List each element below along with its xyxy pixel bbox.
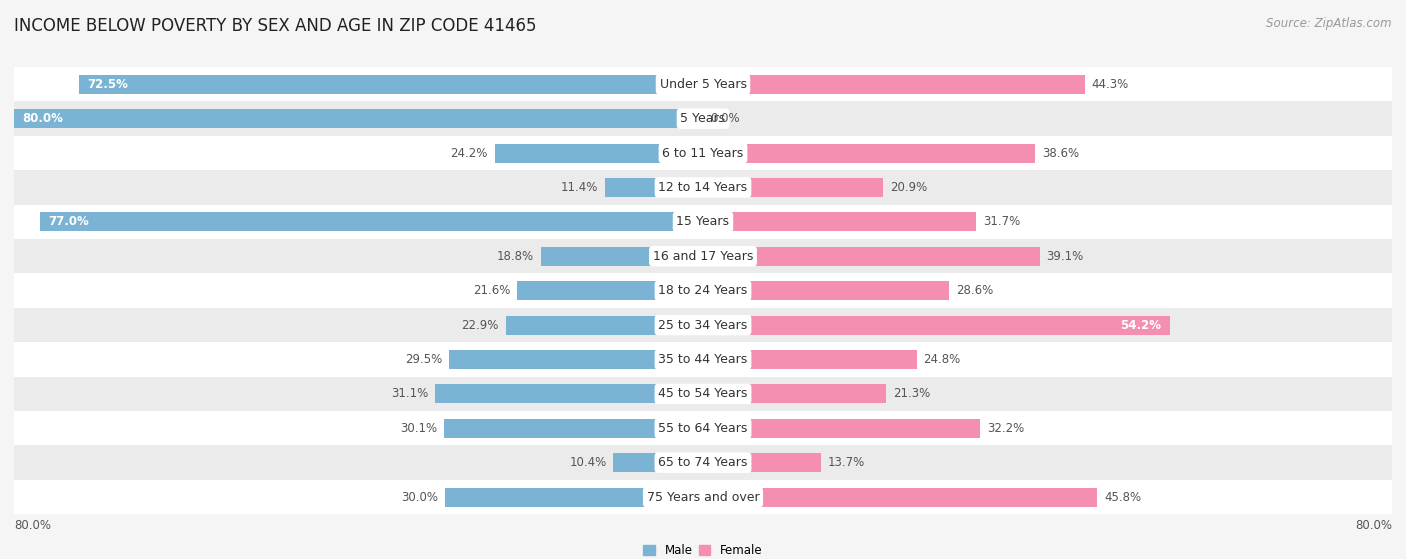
Text: 16 and 17 Years: 16 and 17 Years xyxy=(652,250,754,263)
Text: 25 to 34 Years: 25 to 34 Years xyxy=(658,319,748,331)
Text: 45.8%: 45.8% xyxy=(1104,491,1142,504)
Text: 24.8%: 24.8% xyxy=(924,353,960,366)
Text: 39.1%: 39.1% xyxy=(1046,250,1084,263)
Text: 54.2%: 54.2% xyxy=(1121,319,1161,331)
Bar xyxy=(703,281,949,300)
Bar xyxy=(541,247,703,266)
Text: 12 to 14 Years: 12 to 14 Years xyxy=(658,181,748,194)
Bar xyxy=(444,419,703,438)
Bar xyxy=(449,350,703,369)
Text: 77.0%: 77.0% xyxy=(48,215,89,229)
Text: 21.3%: 21.3% xyxy=(893,387,931,400)
Bar xyxy=(79,75,703,94)
Text: 22.9%: 22.9% xyxy=(461,319,499,331)
Text: 18.8%: 18.8% xyxy=(498,250,534,263)
Bar xyxy=(506,316,703,334)
Text: 6 to 11 Years: 6 to 11 Years xyxy=(662,146,744,159)
Text: 0.0%: 0.0% xyxy=(710,112,740,125)
Text: 21.6%: 21.6% xyxy=(472,284,510,297)
Text: 31.7%: 31.7% xyxy=(983,215,1021,229)
Bar xyxy=(14,205,1392,239)
Text: 72.5%: 72.5% xyxy=(87,78,128,91)
Bar xyxy=(703,212,976,231)
Text: 30.1%: 30.1% xyxy=(399,422,437,435)
Bar xyxy=(14,273,1392,308)
Text: 15 Years: 15 Years xyxy=(676,215,730,229)
Bar xyxy=(703,316,1170,334)
Text: 38.6%: 38.6% xyxy=(1042,146,1080,159)
Bar xyxy=(14,67,1392,102)
Text: 20.9%: 20.9% xyxy=(890,181,927,194)
Bar xyxy=(703,144,1035,163)
Bar xyxy=(14,102,1392,136)
Bar xyxy=(703,453,821,472)
Text: 30.0%: 30.0% xyxy=(401,491,437,504)
Legend: Male, Female: Male, Female xyxy=(638,539,768,559)
Bar xyxy=(14,446,1392,480)
Bar xyxy=(14,109,703,128)
Bar xyxy=(703,75,1084,94)
Text: 24.2%: 24.2% xyxy=(450,146,488,159)
Text: 28.6%: 28.6% xyxy=(956,284,994,297)
Text: 31.1%: 31.1% xyxy=(391,387,429,400)
Bar xyxy=(436,385,703,404)
Text: INCOME BELOW POVERTY BY SEX AND AGE IN ZIP CODE 41465: INCOME BELOW POVERTY BY SEX AND AGE IN Z… xyxy=(14,17,537,35)
Text: 80.0%: 80.0% xyxy=(14,519,51,532)
Text: 18 to 24 Years: 18 to 24 Years xyxy=(658,284,748,297)
Bar xyxy=(14,308,1392,342)
Bar xyxy=(703,247,1039,266)
Text: Under 5 Years: Under 5 Years xyxy=(659,78,747,91)
Bar xyxy=(14,377,1392,411)
Text: 32.2%: 32.2% xyxy=(987,422,1025,435)
Text: 55 to 64 Years: 55 to 64 Years xyxy=(658,422,748,435)
Text: 10.4%: 10.4% xyxy=(569,456,606,469)
Bar xyxy=(39,212,703,231)
Bar xyxy=(14,170,1392,205)
Bar xyxy=(703,419,980,438)
Text: Source: ZipAtlas.com: Source: ZipAtlas.com xyxy=(1267,17,1392,30)
Text: 13.7%: 13.7% xyxy=(828,456,865,469)
Bar xyxy=(14,411,1392,446)
Text: 75 Years and over: 75 Years and over xyxy=(647,491,759,504)
Bar xyxy=(14,342,1392,377)
Bar xyxy=(613,453,703,472)
Text: 80.0%: 80.0% xyxy=(22,112,63,125)
Text: 45 to 54 Years: 45 to 54 Years xyxy=(658,387,748,400)
Bar xyxy=(605,178,703,197)
Text: 11.4%: 11.4% xyxy=(561,181,598,194)
Bar xyxy=(703,385,886,404)
Bar xyxy=(703,350,917,369)
Text: 44.3%: 44.3% xyxy=(1091,78,1129,91)
Text: 29.5%: 29.5% xyxy=(405,353,441,366)
Bar xyxy=(703,487,1098,506)
Bar xyxy=(14,136,1392,170)
Bar xyxy=(495,144,703,163)
Bar xyxy=(444,487,703,506)
Bar xyxy=(14,480,1392,514)
Text: 65 to 74 Years: 65 to 74 Years xyxy=(658,456,748,469)
Bar xyxy=(14,239,1392,273)
Bar xyxy=(517,281,703,300)
Text: 5 Years: 5 Years xyxy=(681,112,725,125)
Text: 35 to 44 Years: 35 to 44 Years xyxy=(658,353,748,366)
Text: 80.0%: 80.0% xyxy=(1355,519,1392,532)
Bar xyxy=(703,178,883,197)
